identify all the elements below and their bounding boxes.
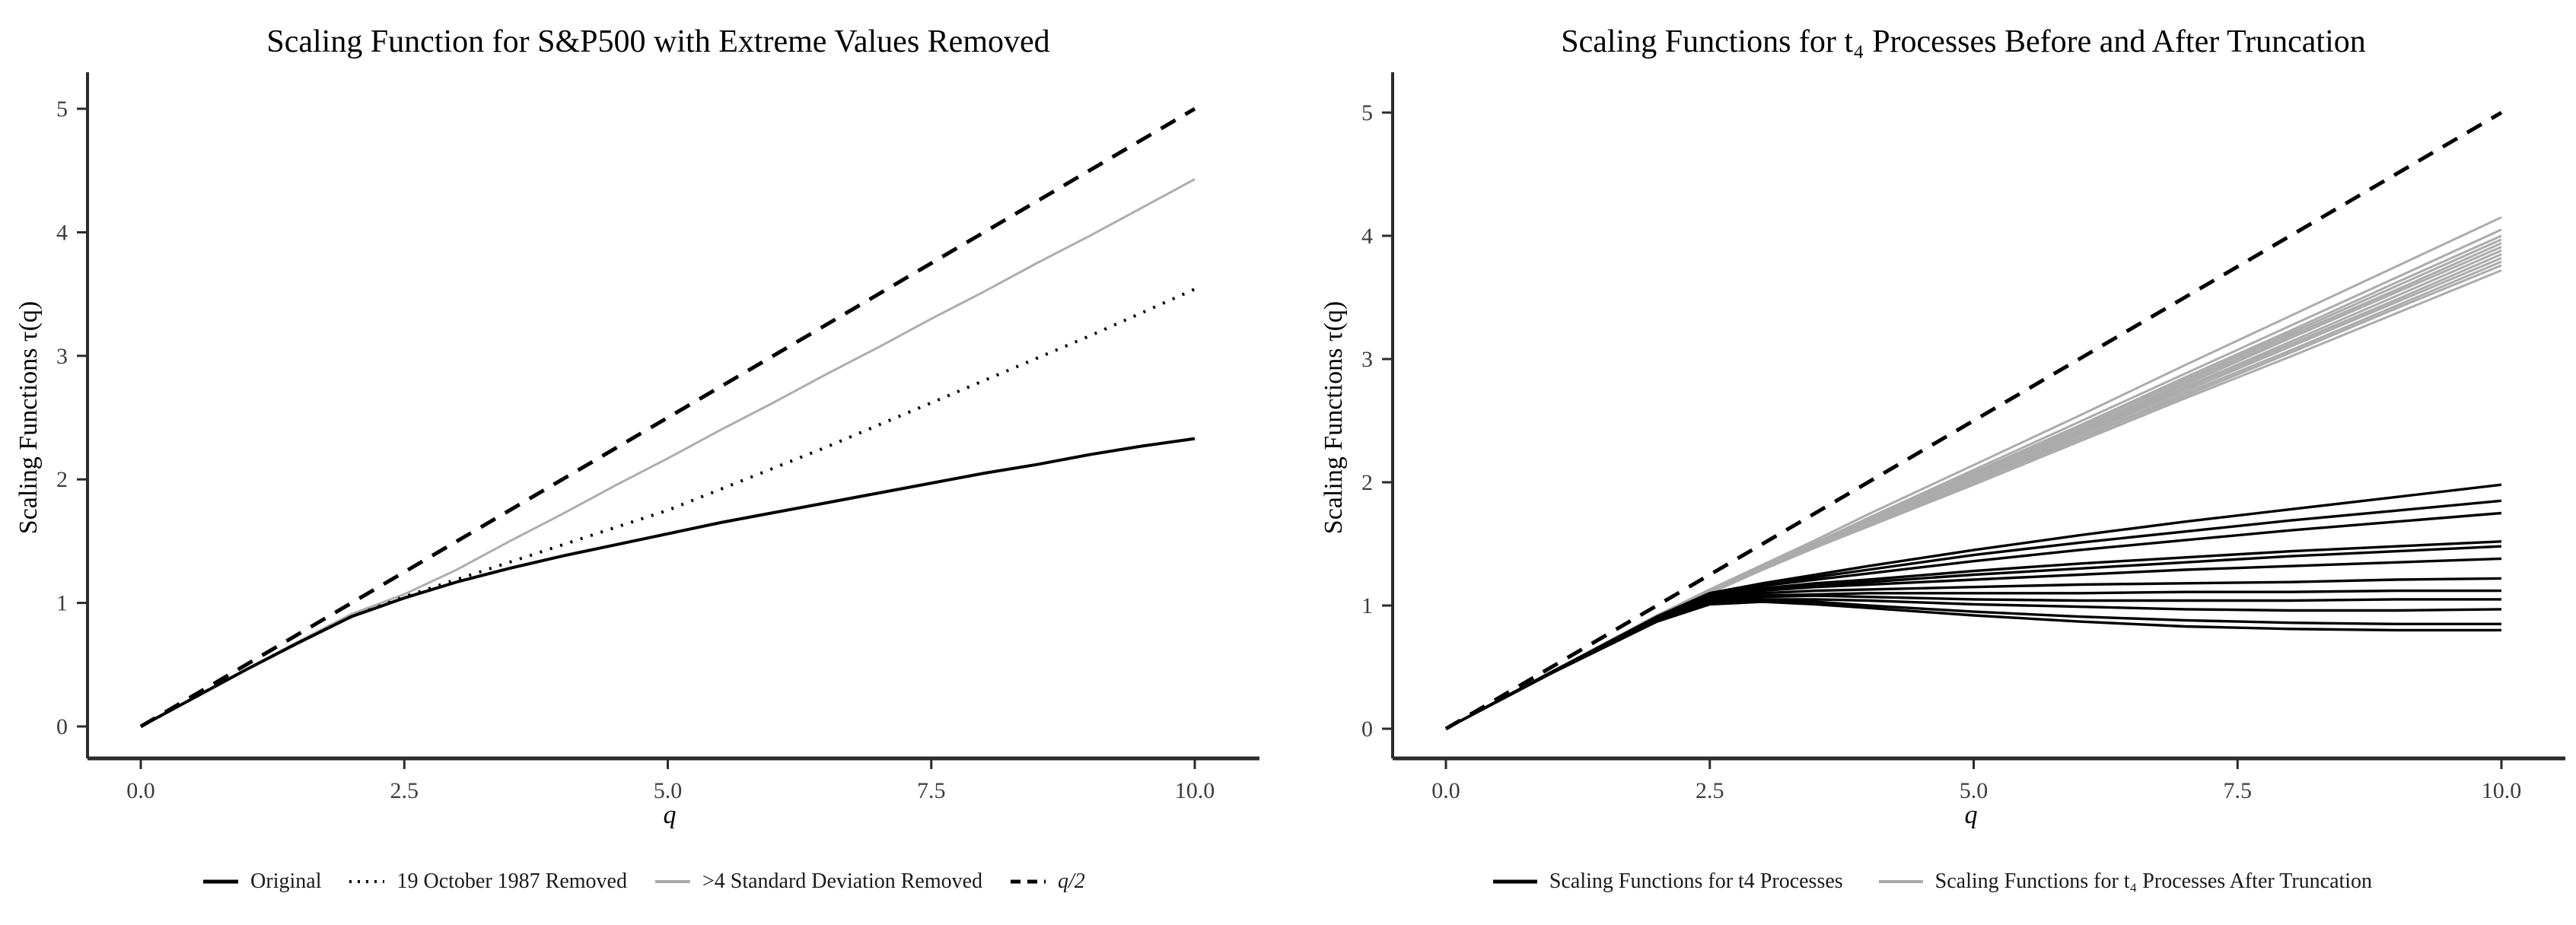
x-tick-label: 7.5: [917, 778, 946, 803]
right-chart-panel: Scaling Functions for t₄ Processes Befor…: [1288, 0, 2576, 925]
x-tick-label: 2.5: [1696, 778, 1724, 803]
y-tick-label: 4: [56, 220, 68, 245]
y-tick-label: 2: [1361, 470, 1373, 495]
chart-svg-0: Scaling Function for S&P500 with Extreme…: [14, 24, 1259, 829]
legend-item: 19 October 1987 Removed: [349, 869, 627, 894]
legend-left: Original 19 October 1987 Removed >4 Standa…: [0, 857, 1288, 907]
legend-item: >4 Standard Deviation Removed: [654, 869, 982, 894]
x-tick-label: 5.0: [654, 778, 683, 803]
series-line: [1444, 110, 2503, 731]
y-tick-label: 1: [56, 591, 68, 616]
legend-key-dotted-line-icon: [349, 880, 385, 883]
legend-label: Scaling Functions for t4 Processes: [1549, 869, 1843, 893]
y-tick-label: 3: [56, 344, 68, 369]
series-line: [1445, 269, 2502, 730]
series-line: [1445, 600, 2501, 730]
legend-item: Original: [202, 869, 321, 894]
x-tick-label: 10.0: [1175, 778, 1215, 803]
left-plot-area: 0.0 2.5 5.0 7.5 10.0 0 1 2 3 4 5: [56, 72, 1259, 803]
legend-item: q/2: [1010, 869, 1085, 894]
legend-key-solid-gray-line-icon: [1878, 880, 1923, 883]
x-tick-label: 0.0: [1431, 778, 1460, 803]
x-tick-label: 5.0: [1960, 778, 1989, 803]
x-tick-label: 0.0: [126, 778, 155, 803]
legend-label: q/2: [1058, 869, 1085, 893]
left-y-axis-label: Scaling Functions τ(q): [14, 301, 43, 534]
series-line: [1445, 599, 2501, 730]
series-line: [1445, 511, 2502, 730]
y-tick-label: 3: [1361, 347, 1373, 372]
x-tick-label: 2.5: [390, 778, 419, 803]
series-line: [140, 437, 1196, 728]
series-line: [140, 178, 1196, 728]
legend-key-solid-black-line-icon: [203, 879, 239, 884]
right-chart-title: Scaling Functions for t₄ Processes Befor…: [1561, 24, 2366, 59]
legend-key-dashed-line-icon: [1011, 879, 1046, 884]
right-y-axis-label: Scaling Functions τ(q): [1320, 301, 1348, 534]
y-tick-label: 0: [56, 714, 68, 739]
right-x-axis-label: q: [1965, 801, 1978, 829]
legend-right: Scaling Functions for t4 Processes Scalin…: [1288, 857, 2576, 907]
series-line: [1445, 483, 2502, 730]
x-tick-label: 7.5: [2224, 778, 2253, 803]
y-tick-label: 5: [1361, 100, 1373, 126]
legend-label: Scaling Functions for t₄ Processes After…: [1934, 869, 2373, 893]
left-x-axis-label: q: [664, 801, 677, 829]
legend-key-solid-black-line-icon: [1492, 879, 1537, 884]
right-plot-area: 0.0 2.5 5.0 7.5 10.0 0 1 2 3 4 5: [1361, 72, 2565, 803]
y-tick-label: 1: [1361, 593, 1373, 618]
legend-item: Scaling Functions for t₄ Processes After…: [1878, 869, 2372, 894]
y-tick-label: 4: [1361, 224, 1373, 249]
legend-label: 19 October 1987 Removed: [396, 869, 627, 893]
series-line: [1445, 598, 2502, 730]
y-tick-label: 0: [1361, 717, 1373, 742]
legend-item: Scaling Functions for t4 Processes: [1492, 869, 1843, 894]
left-chart-title: Scaling Function for S&P500 with Extreme…: [266, 24, 1049, 59]
y-tick-label: 2: [56, 467, 68, 492]
legend-label: >4 Standard Deviation Removed: [702, 869, 983, 893]
y-tick-label: 5: [56, 97, 68, 122]
legend-key-solid-gray-line-icon: [654, 880, 690, 883]
series-line: [140, 288, 1196, 728]
legend-label: Original: [250, 869, 322, 893]
left-chart-panel: Scaling Function for S&P500 with Extreme…: [0, 24, 1288, 907]
chart-svg-1: Scaling Functions for t₄ Processes Befor…: [1320, 24, 2565, 829]
series-line: [139, 106, 1196, 729]
x-tick-label: 10.0: [2482, 778, 2522, 803]
